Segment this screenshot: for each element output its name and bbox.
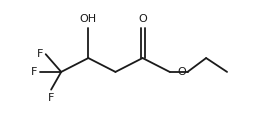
Text: F: F: [48, 93, 54, 103]
Text: F: F: [31, 67, 37, 77]
Text: O: O: [138, 14, 147, 24]
Text: F: F: [37, 49, 43, 59]
Text: OH: OH: [80, 14, 97, 24]
Text: O: O: [178, 67, 186, 77]
